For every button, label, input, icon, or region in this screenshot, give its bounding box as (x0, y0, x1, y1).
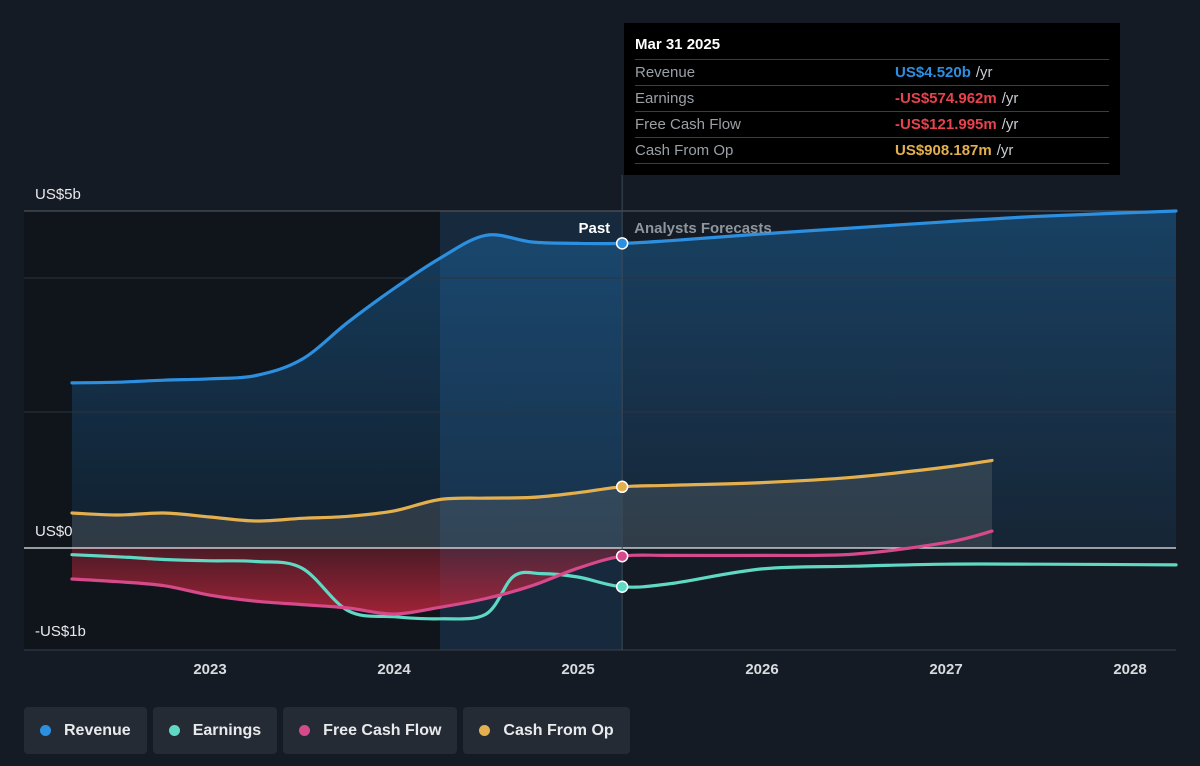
marker-cash-from-op (615, 480, 629, 494)
tooltip-row-earnings: Earnings -US$574.962m /yr (635, 85, 1109, 111)
revenue-area (72, 211, 1176, 548)
forecast-label: Analysts Forecasts (634, 220, 772, 237)
tooltip-unit: /yr (975, 64, 993, 81)
tooltip-label: Cash From Op (635, 142, 734, 159)
legend-item-free-cash-flow[interactable]: Free Cash Flow (283, 707, 458, 754)
legend-item-earnings[interactable]: Earnings (152, 707, 278, 754)
x-tick-label: 2027 (929, 661, 962, 678)
legend: Revenue Earnings Free Cash Flow Cash Fro… (24, 707, 630, 754)
y-axis-label: US$5b (35, 186, 81, 203)
tooltip-value: -US$121.995m (895, 116, 997, 133)
legend-label: Free Cash Flow (323, 721, 442, 739)
series-line-cash-from-op (70, 458, 994, 523)
legend-item-cash-from-op[interactable]: Cash From Op (463, 707, 630, 754)
tooltip-unit: /yr (996, 142, 1014, 159)
tooltip-unit: /yr (1001, 90, 1019, 107)
marker-revenue (615, 237, 629, 250)
revenue-dot-icon (40, 725, 51, 736)
marker-free-cash-flow (615, 549, 629, 563)
legend-label: Earnings (192, 721, 262, 739)
tooltip-value: US$4.520b (895, 64, 971, 81)
tooltip-date: Mar 31 2025 (635, 36, 721, 53)
x-tick-label: 2024 (377, 661, 411, 678)
legend-label: Revenue (64, 721, 131, 739)
y-axis-label: -US$1b (35, 623, 86, 640)
earnings-dot-icon (168, 725, 180, 736)
tooltip-row-revenue: Revenue US$4.520b /yr (635, 59, 1109, 85)
cash-from-op-area (72, 460, 992, 548)
marker-earnings (615, 580, 629, 594)
series-line-free-cash-flow (70, 529, 994, 616)
tooltip-value: US$908.187m (895, 142, 992, 159)
x-tick-label: 2026 (745, 661, 778, 678)
x-tick-label: 2023 (193, 661, 226, 678)
tooltip-label: Revenue (635, 64, 696, 81)
legend-item-revenue[interactable]: Revenue (24, 707, 147, 754)
tooltip-value: -US$574.962m (895, 90, 997, 107)
legend-label: Cash From Op (503, 721, 614, 739)
x-tick-label: 2028 (1113, 661, 1146, 678)
series-line-revenue (70, 209, 1178, 385)
series-line-earnings (70, 553, 1178, 621)
free-cash-flow-dot-icon (299, 725, 311, 736)
tooltip: Mar 31 2025 Revenue US$4.520b /yr Earnin… (624, 23, 1120, 175)
cash-from-op-dot-icon (479, 725, 491, 736)
tooltip-label: Free Cash Flow (635, 116, 741, 133)
tooltip-row-cash-from-op: Cash From Op US$908.187m /yr (635, 137, 1109, 164)
tooltip-row-free-cash-flow: Free Cash Flow -US$121.995m /yr (635, 111, 1109, 137)
y-axis-label: US$0 (35, 523, 73, 540)
tooltip-unit: /yr (1001, 116, 1019, 133)
past-label: Past (578, 220, 610, 237)
x-tick-label: 2025 (561, 661, 594, 678)
tooltip-label: Earnings (635, 90, 695, 107)
